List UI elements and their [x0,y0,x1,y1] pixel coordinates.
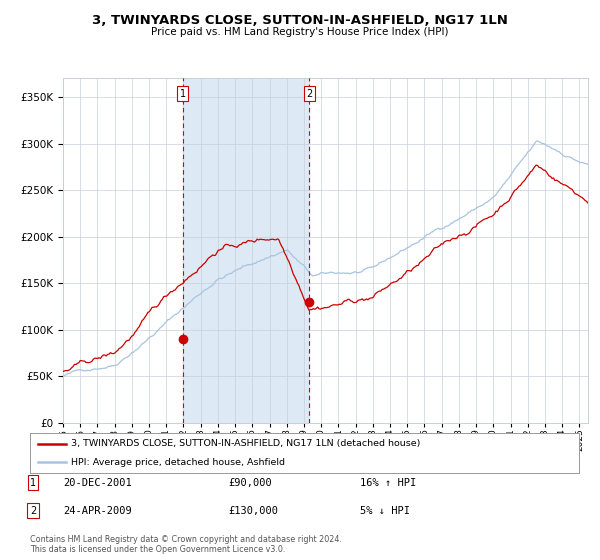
Text: 1: 1 [30,478,36,488]
Text: 16% ↑ HPI: 16% ↑ HPI [360,478,416,488]
Text: Contains HM Land Registry data © Crown copyright and database right 2024.
This d: Contains HM Land Registry data © Crown c… [30,535,342,554]
Text: 3, TWINYARDS CLOSE, SUTTON-IN-ASHFIELD, NG17 1LN: 3, TWINYARDS CLOSE, SUTTON-IN-ASHFIELD, … [92,14,508,27]
Text: £130,000: £130,000 [228,506,278,516]
Text: Price paid vs. HM Land Registry's House Price Index (HPI): Price paid vs. HM Land Registry's House … [151,27,449,37]
Text: 2: 2 [30,506,36,516]
Text: 24-APR-2009: 24-APR-2009 [63,506,132,516]
Text: 1: 1 [180,88,186,99]
Text: 5% ↓ HPI: 5% ↓ HPI [360,506,410,516]
Text: HPI: Average price, detached house, Ashfield: HPI: Average price, detached house, Ashf… [71,458,285,467]
Text: £90,000: £90,000 [228,478,272,488]
Text: 3, TWINYARDS CLOSE, SUTTON-IN-ASHFIELD, NG17 1LN (detached house): 3, TWINYARDS CLOSE, SUTTON-IN-ASHFIELD, … [71,439,421,448]
Text: 20-DEC-2001: 20-DEC-2001 [63,478,132,488]
Text: 2: 2 [306,88,313,99]
